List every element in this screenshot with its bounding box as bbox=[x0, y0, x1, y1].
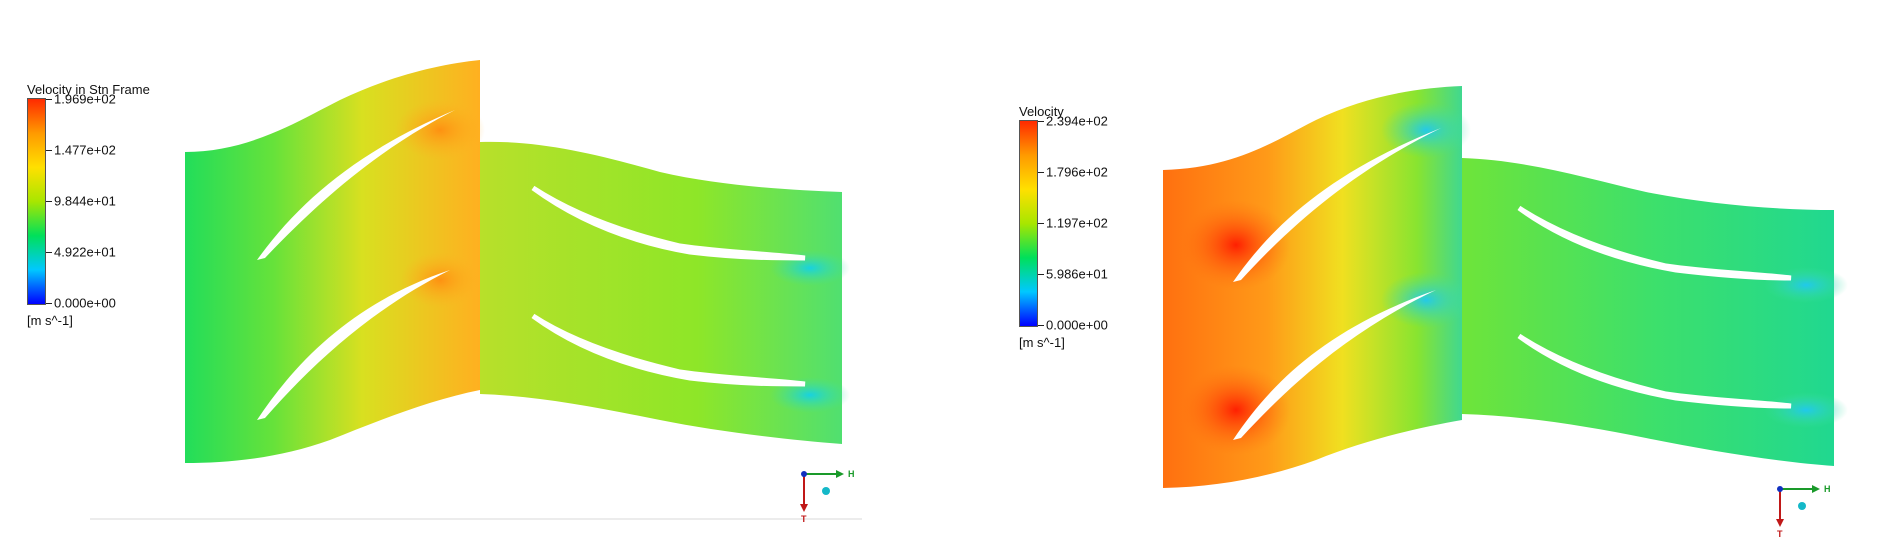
stator-blade-upper bbox=[257, 110, 455, 260]
rotor-domain bbox=[480, 141, 842, 444]
stator-domain bbox=[185, 60, 480, 463]
rotor-blade-lower bbox=[531, 313, 806, 387]
legend-tick-min: 0.000e+00 bbox=[54, 295, 116, 311]
rotor-blade-upper bbox=[1517, 205, 1792, 281]
legend-tick-min: 0.000e+00 bbox=[1046, 317, 1108, 333]
axis-h-label: H bbox=[848, 469, 855, 479]
legend-tick: 1.197e+02 bbox=[1046, 215, 1108, 231]
right-contour-panel: Velocity 2.394e+02 1.796e+02 1.197e+02 5… bbox=[946, 0, 1892, 552]
legend-tick-max: 2.394e+02 bbox=[1046, 113, 1108, 129]
legend-tick: 9.844e+01 bbox=[54, 193, 116, 209]
legend-color-bar bbox=[27, 98, 46, 305]
axis-t-label: T bbox=[801, 514, 807, 524]
axis-triad-icon bbox=[800, 470, 844, 512]
axis-h-label: H bbox=[1824, 484, 1831, 494]
legend-color-bar bbox=[1019, 120, 1038, 327]
axis-t-label: T bbox=[1777, 529, 1783, 539]
rotor-domain bbox=[1462, 158, 1834, 466]
legend-tick: 1.796e+02 bbox=[1046, 164, 1108, 180]
legend-title: Velocity in Stn Frame bbox=[27, 82, 150, 97]
axis-triad-icon bbox=[1776, 485, 1820, 527]
right-axis-triad: H T bbox=[1772, 481, 1842, 541]
rotor-blade-lower bbox=[1517, 333, 1792, 409]
left-axis-triad: H T bbox=[796, 466, 866, 526]
legend-tick: 4.922e+01 bbox=[54, 244, 116, 260]
left-velocity-contour bbox=[90, 60, 862, 520]
legend-title: Velocity bbox=[1019, 104, 1064, 119]
right-velocity-contour bbox=[1163, 86, 1848, 488]
legend-tick: 5.986e+01 bbox=[1046, 266, 1108, 282]
legend-tick: 1.477e+02 bbox=[54, 142, 116, 158]
rotor-blade-upper bbox=[531, 185, 806, 261]
legend-unit: [m s^-1] bbox=[27, 313, 73, 328]
stator-blade-lower bbox=[257, 270, 450, 420]
left-contour-panel: Velocity in Stn Frame 1.969e+02 1.477e+0… bbox=[27, 60, 866, 526]
legend-tick-max: 1.969e+02 bbox=[54, 91, 116, 107]
legend-unit: [m s^-1] bbox=[1019, 335, 1065, 350]
